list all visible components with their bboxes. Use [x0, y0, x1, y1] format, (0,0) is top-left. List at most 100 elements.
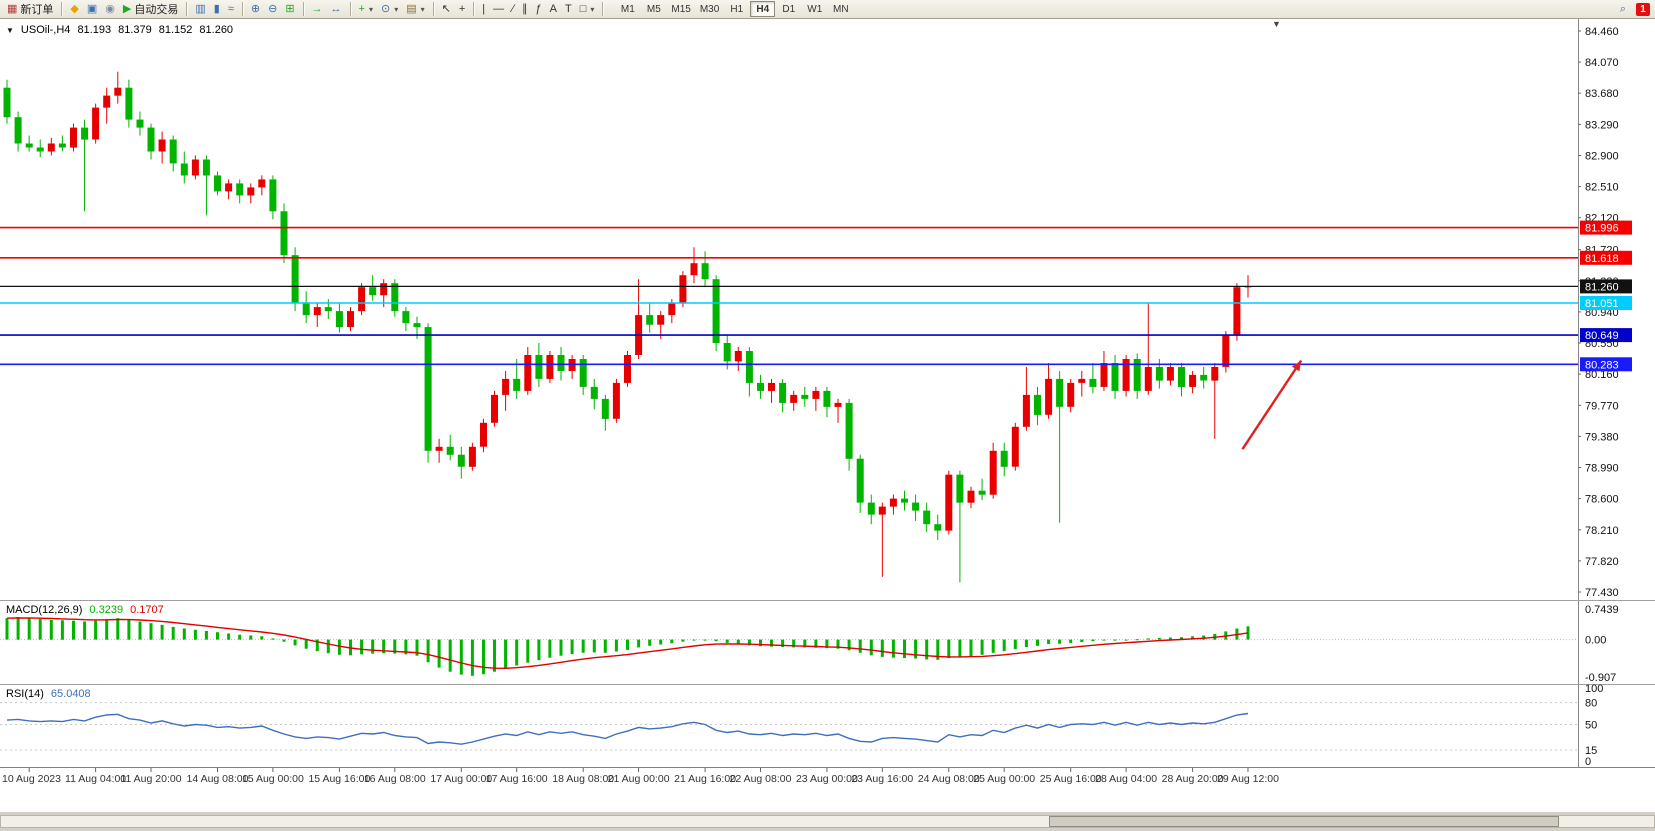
time-tick-label: 15 Aug 00:00	[242, 773, 304, 785]
candle-body	[424, 327, 432, 451]
macd-bar	[725, 639, 729, 643]
macd-bar	[326, 639, 330, 654]
zoom-out-button[interactable]: ⊖	[264, 1, 281, 18]
candle-body	[768, 382, 775, 391]
macd-tick-label: 0.00	[1585, 635, 1606, 647]
macd-bar	[371, 639, 375, 654]
macd-bar	[781, 639, 785, 647]
candle-body	[358, 287, 366, 312]
macd-bar	[60, 620, 64, 640]
candle-body	[191, 159, 199, 176]
timeframe-m5[interactable]: M5	[646, 4, 661, 15]
macd-bar	[437, 639, 441, 668]
vertical-line-button[interactable]: |	[478, 1, 489, 18]
channel-button[interactable]: ∥	[518, 1, 532, 18]
macd-bar	[171, 626, 175, 640]
macd-bar	[548, 639, 552, 658]
timeframe-w1[interactable]: W1	[807, 4, 823, 15]
macd-bar	[49, 619, 53, 640]
toolbar-separator	[61, 2, 63, 16]
macd-bar	[238, 634, 242, 640]
time-tick-label: 21 Aug 16:00	[674, 773, 736, 785]
horizontal-line-button[interactable]: —	[489, 1, 508, 18]
time-tick-label: 22 Aug 08:00	[730, 773, 792, 785]
periods-button[interactable]: ⊙ ▾	[377, 1, 402, 18]
macd-bar	[1036, 639, 1039, 646]
text-button[interactable]: A	[546, 1, 561, 18]
toolbar-separator	[349, 2, 351, 16]
candle-body	[280, 211, 288, 256]
tile-windows-button[interactable]: ⊞	[281, 1, 298, 18]
horizontal-scrollbar[interactable]	[0, 815, 1655, 828]
candle-chart-button[interactable]: ▮	[210, 1, 224, 18]
scrollbar-thumb[interactable]	[1049, 816, 1559, 827]
candle-body	[734, 351, 742, 362]
line-chart-button[interactable]: ≈	[224, 1, 238, 18]
chart-canvas[interactable]: 84.46084.07083.68083.29082.90082.51082.1…	[0, 19, 1655, 812]
timeframe-h1[interactable]: H1	[730, 4, 744, 15]
metaeditor-button[interactable]: ◆	[66, 1, 82, 18]
timeframe-mn[interactable]: MN	[833, 4, 849, 15]
market-icon: ▣	[86, 2, 98, 15]
candle-body	[236, 183, 244, 196]
time-tick-label: 10 Aug 2023	[2, 773, 61, 785]
candle-body	[535, 355, 543, 379]
macd-bar	[869, 639, 873, 656]
auto-scroll-button[interactable]: →	[308, 1, 327, 18]
timeframe-h4[interactable]: H4	[750, 1, 776, 17]
candle-body	[202, 159, 210, 176]
macd-bar	[880, 639, 884, 657]
fibonacci-button[interactable]: ƒ	[532, 1, 546, 18]
rsi-tick-label: 0	[1585, 756, 1591, 768]
notifications-badge[interactable]: 1	[1636, 2, 1650, 16]
macd-bar	[193, 629, 197, 640]
high-value: 81.379	[118, 24, 152, 36]
templates-button[interactable]: ▤ ▾	[402, 1, 428, 18]
zoom-in-button[interactable]: ⊕	[247, 1, 264, 18]
tile-windows-icon: ⊞	[285, 2, 295, 15]
svg-text:81.260: 81.260	[1585, 281, 1619, 293]
new-order-button[interactable]: ▦ 新订单	[3, 1, 57, 18]
trendline-button[interactable]: ∕	[508, 1, 518, 18]
macd-bar	[360, 639, 364, 655]
candle-body	[1100, 363, 1108, 387]
cursor-button[interactable]: ↖	[438, 1, 455, 18]
annotation-arrow[interactable]	[1241, 359, 1303, 450]
auto-trading-button[interactable]: ▶ 自动交易	[119, 1, 182, 18]
macd-bar	[149, 623, 153, 640]
timeframe-m1[interactable]: M1	[620, 4, 635, 15]
timeframe-m15[interactable]: M15	[671, 4, 691, 15]
macd-bar	[736, 639, 740, 645]
candle-body	[25, 143, 33, 148]
candle-body	[601, 398, 609, 419]
candle-body	[147, 127, 155, 152]
price-tick-label: 82.900	[1585, 151, 1619, 163]
candle-body	[779, 382, 787, 403]
price-tick-label: 78.990	[1585, 463, 1619, 475]
label-button[interactable]: T	[561, 1, 576, 18]
price-badge: 80.649	[1580, 328, 1632, 343]
timeframe-m30[interactable]: M30	[699, 4, 720, 15]
macd-tick-label: -0.907	[1585, 672, 1616, 684]
price-tick-label: 77.430	[1585, 587, 1619, 599]
profile-button[interactable]: ◉	[101, 1, 119, 18]
timeframe-d1[interactable]: D1	[782, 4, 796, 15]
candle-body	[679, 275, 687, 304]
time-tick-label: 25 Aug 16:00	[1040, 773, 1102, 785]
market-button[interactable]: ▣	[83, 1, 101, 18]
macd-bar	[1180, 637, 1183, 640]
chart-shift-button[interactable]: ↔	[327, 1, 346, 18]
search-button[interactable]: ⌕	[1619, 2, 1626, 15]
candle-body	[524, 355, 532, 391]
macd-bar	[116, 618, 120, 640]
collapse-arrow-icon[interactable]: ▼	[6, 25, 14, 35]
new-order-button-label: 新订单	[20, 4, 54, 16]
indicators-button[interactable]: + ▾	[355, 1, 377, 18]
candle-body	[81, 127, 89, 140]
candle-body	[956, 474, 964, 503]
crosshair-button[interactable]: +	[455, 1, 469, 18]
shapes-button[interactable]: □ ▾	[576, 1, 599, 18]
macd-bar	[1069, 639, 1073, 643]
chart-shift-marker[interactable]: ▼	[1272, 19, 1281, 29]
bar-chart-button[interactable]: ▥	[191, 1, 209, 18]
